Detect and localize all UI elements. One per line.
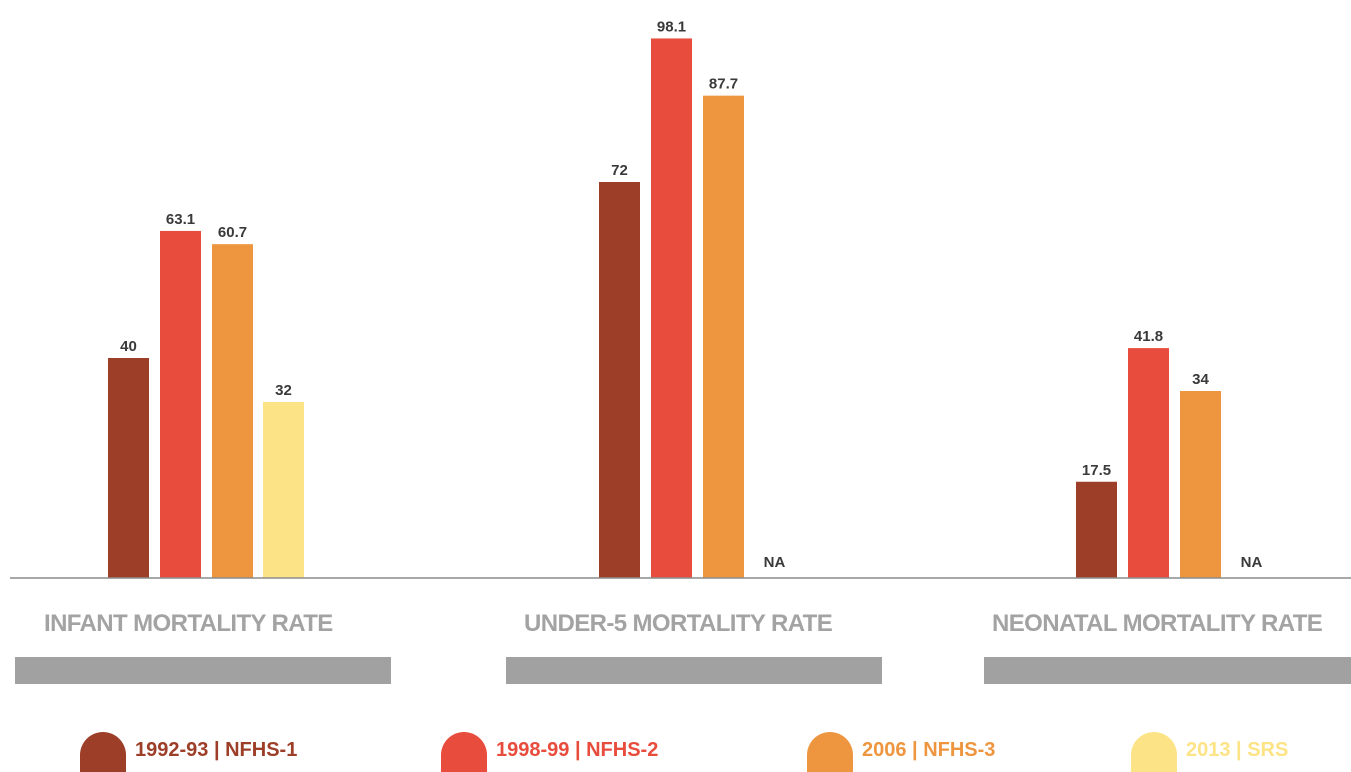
value-label-infant-nfhs1: 40 [120, 338, 137, 355]
legend-label-srs: 2013 | SRS [1186, 739, 1289, 761]
bar-infant-nfhs3 [212, 244, 253, 578]
legend-swatch-nfhs1 [80, 732, 126, 772]
value-label-under5-srs: NA [764, 554, 786, 571]
value-label-neonatal-srs: NA [1241, 554, 1263, 571]
legend-item-nfhs3: 2006 | NFHS-3 [807, 732, 995, 772]
category-title-infant: INFANT MORTALITY RATE [44, 610, 333, 637]
bar-under5-nfhs1 [599, 182, 640, 578]
legend-item-nfhs1: 1992-93 | NFHS-1 [80, 732, 297, 772]
bar-under5-nfhs2 [651, 38, 692, 578]
value-label-infant-nfhs3: 60.7 [218, 224, 247, 241]
bar-under5-nfhs3 [703, 95, 744, 579]
bar-infant-nfhs1 [108, 358, 149, 578]
category-underline-neonatal [984, 657, 1351, 684]
legend-label-nfhs1: 1992-93 | NFHS-1 [135, 739, 298, 761]
bar-neonatal-nfhs3 [1180, 391, 1221, 578]
bar-neonatal-nfhs2 [1128, 348, 1169, 578]
value-label-neonatal-nfhs3: 34 [1192, 371, 1209, 388]
legend-label-nfhs3: 2006 | NFHS-3 [862, 739, 996, 761]
category-title-neonatal: NEONATAL MORTALITY RATE [992, 610, 1323, 637]
value-label-infant-srs: 32 [275, 382, 292, 399]
value-label-neonatal-nfhs1: 17.5 [1082, 462, 1111, 479]
value-labels-layer: 40 63.1 60.7 32 72 98.1 87.7 NA 17.5 41.8 34 NA [120, 18, 1262, 571]
bars-layer [108, 38, 1221, 579]
legend-item-nfhs2: 1998-99 | NFHS-2 [441, 732, 658, 772]
category-title-under5: UNDER-5 MORTALITY RATE [524, 610, 833, 637]
value-label-under5-nfhs2: 98.1 [657, 18, 686, 35]
bar-chart: 40 63.1 60.7 32 72 98.1 87.7 NA 17.5 41.8 34 NA [10, 18, 1351, 579]
category-underline-infant [15, 657, 391, 684]
legend-item-srs: 2013 | SRS [1131, 732, 1288, 772]
legend-label-nfhs2: 1998-99 | NFHS-2 [496, 739, 659, 761]
legend-swatch-nfhs2 [441, 732, 487, 772]
legend-swatch-srs [1131, 732, 1177, 772]
bar-infant-nfhs2 [160, 230, 201, 578]
value-label-under5-nfhs3: 87.7 [709, 76, 738, 93]
value-label-under5-nfhs1: 72 [611, 162, 628, 179]
value-label-infant-nfhs2: 63.1 [166, 211, 195, 228]
category-underline-under5 [506, 657, 882, 684]
bar-neonatal-nfhs1 [1076, 481, 1117, 578]
value-label-neonatal-nfhs2: 41.8 [1134, 328, 1163, 345]
bar-infant-srs [263, 402, 304, 578]
legend-swatch-nfhs3 [807, 732, 853, 772]
